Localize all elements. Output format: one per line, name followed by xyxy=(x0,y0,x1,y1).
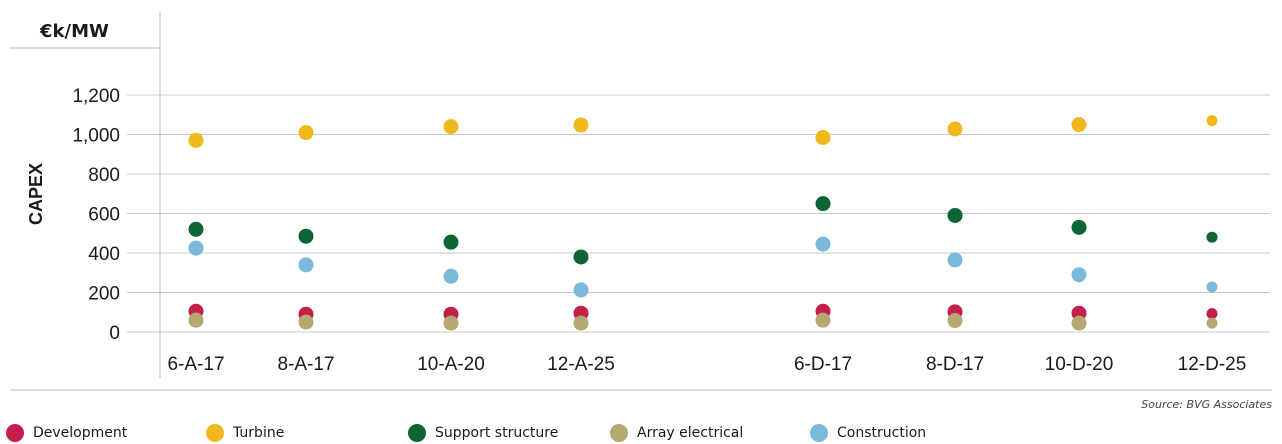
unit-label: €k/MW xyxy=(40,21,109,42)
data-point-construction xyxy=(298,257,314,273)
data-point-turbine xyxy=(1206,115,1218,127)
legend-swatch xyxy=(6,424,24,442)
source-note: Source: BVG Associates xyxy=(1141,398,1272,411)
data-point-turbine xyxy=(1071,117,1087,133)
x-tick-label: 8-A-17 xyxy=(277,354,334,375)
legend-item: Array electrical xyxy=(610,424,743,442)
data-point-support-structure xyxy=(815,196,831,212)
data-point-array-electrical xyxy=(815,312,831,328)
data-point-array-electrical xyxy=(443,315,459,331)
data-point-array-electrical xyxy=(947,313,963,329)
x-tick-label: 6-D-17 xyxy=(794,354,852,375)
legend-item: Support structure xyxy=(408,424,558,442)
legend-label: Construction xyxy=(837,425,927,441)
data-point-array-electrical xyxy=(298,314,314,330)
data-point-construction xyxy=(573,282,589,298)
legend: Development Turbine Support structure Array… xyxy=(6,424,1276,444)
legend-item: Turbine xyxy=(206,424,284,442)
x-tick-label: 8-D-17 xyxy=(926,354,984,375)
x-tick-labels: 6-A-17 8-A-17 10-A-20 12-A-25 6-D-17 8-D-17 10… xyxy=(167,354,1246,375)
data-point-array-electrical xyxy=(188,312,204,328)
data-point-support-structure xyxy=(443,234,459,250)
data-points xyxy=(188,115,1218,331)
legend-label: Support structure xyxy=(435,425,559,441)
legend-label: Development xyxy=(33,425,128,441)
x-tick-label: 10-D-20 xyxy=(1045,354,1114,375)
data-point-turbine xyxy=(298,125,314,141)
x-tick-label: 12-A-25 xyxy=(547,354,615,375)
legend-swatch xyxy=(206,424,224,442)
data-point-construction xyxy=(443,268,459,284)
x-tick-label: 6-A-17 xyxy=(167,354,224,375)
data-point-turbine xyxy=(573,117,589,133)
legend-label: Turbine xyxy=(233,425,285,441)
data-point-array-electrical xyxy=(1206,317,1218,329)
legend-item: Development xyxy=(6,424,127,442)
legend-swatch xyxy=(408,424,426,442)
data-point-development xyxy=(1206,308,1218,320)
legend-swatch xyxy=(810,424,828,442)
data-point-turbine xyxy=(443,119,459,135)
data-point-support-structure xyxy=(1071,219,1087,235)
data-point-array-electrical xyxy=(1071,315,1087,331)
data-point-construction xyxy=(947,252,963,268)
y-tick-labels: 0 200 400 600 800 1,000 1,200 xyxy=(72,86,120,344)
data-point-construction xyxy=(815,236,831,252)
legend-label: Array electrical xyxy=(637,425,744,441)
y-tick-label: 200 xyxy=(88,284,120,305)
data-point-support-structure xyxy=(947,207,963,223)
x-tick-label: 12-D-25 xyxy=(1178,354,1247,375)
y-tick-label: 1,200 xyxy=(72,86,120,107)
legend-item: Construction xyxy=(810,424,926,442)
data-point-turbine xyxy=(947,121,963,137)
data-point-construction xyxy=(1206,281,1218,293)
data-point-turbine xyxy=(188,132,204,148)
data-point-array-electrical xyxy=(573,315,589,331)
data-point-support-structure xyxy=(1206,231,1218,243)
y-tick-label: 800 xyxy=(88,165,120,186)
y-tick-label: 400 xyxy=(88,244,120,265)
data-point-construction xyxy=(188,240,204,256)
chart: 0 200 400 600 800 1,000 1,200 6-A-17 8-A-17 10-A… xyxy=(10,12,1272,391)
data-point-support-structure xyxy=(573,249,589,265)
legend-swatch xyxy=(610,424,628,442)
data-point-support-structure xyxy=(298,228,314,244)
gridlines xyxy=(127,94,1270,333)
data-point-support-structure xyxy=(188,221,204,237)
data-point-construction xyxy=(1071,267,1087,283)
y-axis-label: CAPEX xyxy=(26,163,46,225)
axes xyxy=(10,12,1272,391)
y-tick-label: 600 xyxy=(88,205,120,226)
x-tick-label: 10-A-20 xyxy=(417,354,485,375)
y-tick-label: 1,000 xyxy=(72,126,120,147)
data-point-turbine xyxy=(815,129,831,145)
y-tick-label: 0 xyxy=(109,323,120,344)
